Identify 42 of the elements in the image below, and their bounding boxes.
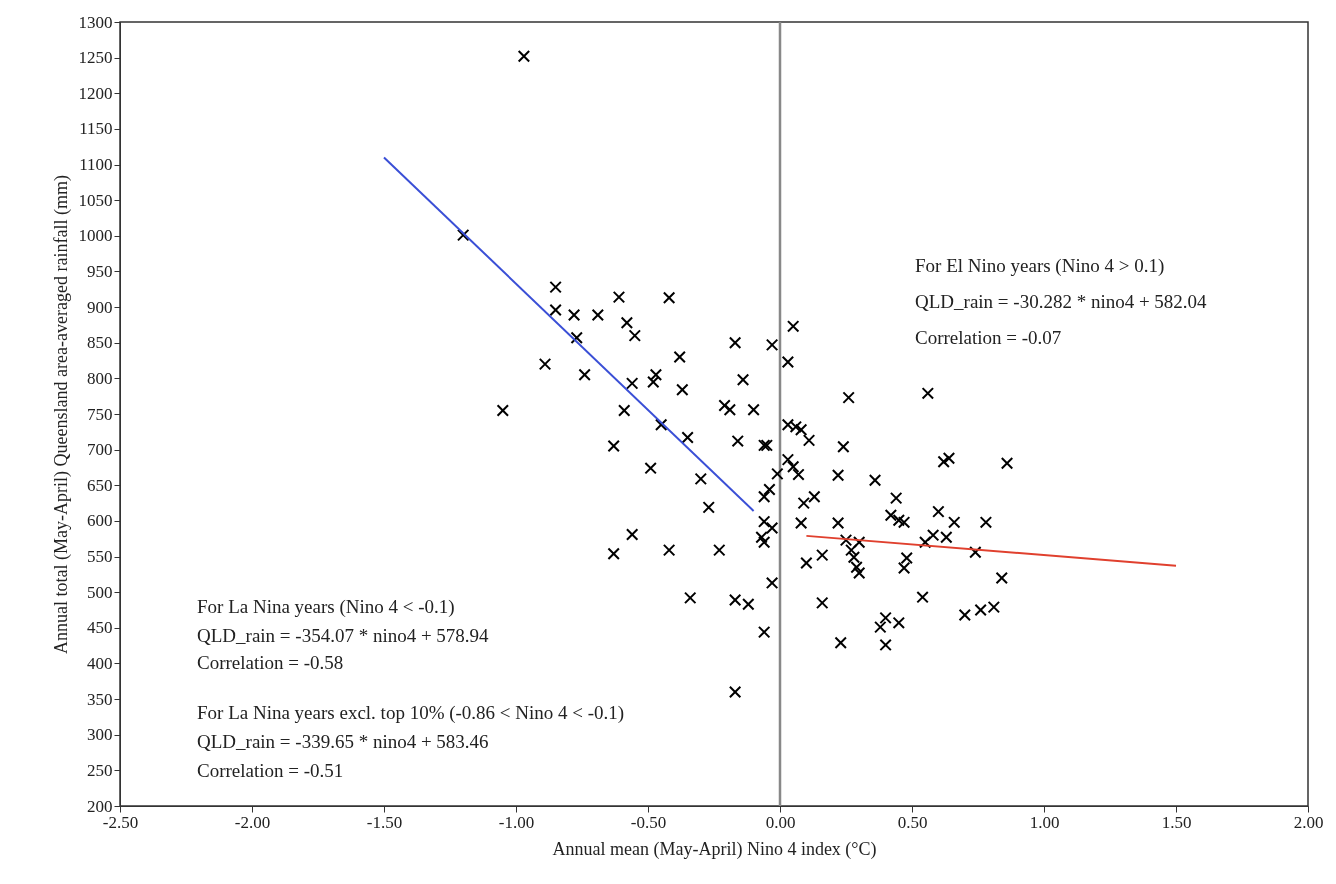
y-tick-label: 950 <box>87 261 113 281</box>
x-tick-label: -1.00 <box>498 812 535 832</box>
y-tick-label: 1150 <box>79 119 113 139</box>
y-tick-label: 850 <box>87 333 113 353</box>
x-axis-title: Annual mean (May-April) Nino 4 index (°C) <box>552 838 877 860</box>
annotation: Correlation = -0.58 <box>197 652 344 673</box>
annotation: Correlation = -0.51 <box>197 760 344 781</box>
y-tick-label: 550 <box>87 547 113 567</box>
y-tick-label: 650 <box>87 475 113 495</box>
y-tick-label: 1200 <box>78 83 113 103</box>
y-tick-label: 250 <box>87 760 113 780</box>
y-tick-label: 800 <box>87 368 113 388</box>
y-tick-label: 1250 <box>78 48 113 68</box>
y-tick-label: 1000 <box>78 226 113 246</box>
annotation: For La Nina years excl. top 10% (-0.86 < Nino 4 < -0.1) <box>197 702 625 724</box>
y-tick-label: 350 <box>87 689 113 709</box>
y-tick-label: 1100 <box>79 155 113 175</box>
annotation: For El Nino years (Nino 4 > 0.1) <box>915 255 1165 277</box>
x-tick-label: 2.00 <box>1293 812 1324 832</box>
annotation: QLD_rain = -30.282 * nino4 + 582.04 <box>915 291 1208 312</box>
x-tick-label: 0.00 <box>765 812 796 832</box>
y-tick-label: 750 <box>87 404 113 424</box>
x-tick-label: 1.00 <box>1029 812 1060 832</box>
y-tick-label: 400 <box>87 653 113 673</box>
y-tick-label: 1050 <box>78 190 113 210</box>
x-tick-label: 1.50 <box>1161 812 1192 832</box>
y-tick-label: 450 <box>87 618 113 638</box>
y-tick-label: 700 <box>87 440 113 460</box>
annotation: QLD_rain = -354.07 * nino4 + 578.94 <box>197 625 490 646</box>
annotation: Correlation = -0.07 <box>915 327 1062 348</box>
y-tick-label: 1300 <box>78 12 113 32</box>
x-tick-label: 0.50 <box>897 812 928 832</box>
y-tick-label: 500 <box>87 582 113 602</box>
annotation: QLD_rain = -339.65 * nino4 + 583.46 <box>197 731 489 752</box>
y-tick-label: 600 <box>87 511 113 531</box>
y-axis-title: Annual total (May-April) Queensland area-averaged rainfall (mm) <box>50 175 72 654</box>
x-tick-label: -1.50 <box>366 812 403 832</box>
y-tick-label: 900 <box>87 297 113 317</box>
y-tick-label: 300 <box>87 725 113 745</box>
x-tick-label: -0.50 <box>630 812 667 832</box>
x-tick-label: -2.00 <box>234 812 271 832</box>
annotation: For La Nina years (Nino 4 < -0.1) <box>197 596 455 618</box>
